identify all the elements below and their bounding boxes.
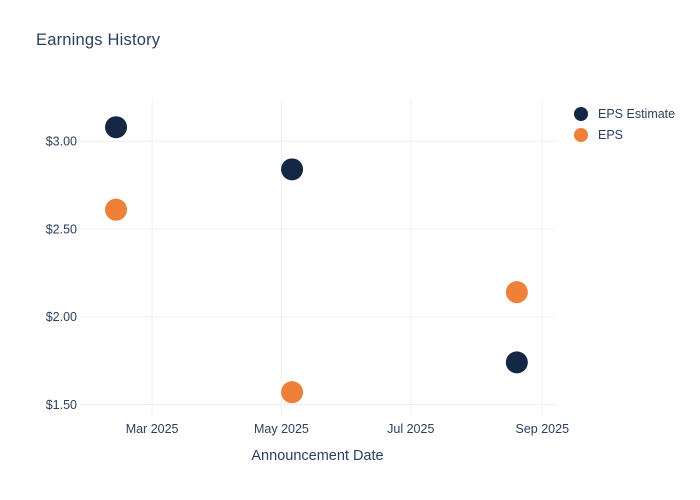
y-tick-label: $1.50	[46, 398, 77, 412]
legend-label-eps: EPS	[598, 127, 624, 142]
data-point-eps-estimate[interactable]	[505, 351, 528, 374]
x-tick-label: Sep 2025	[516, 422, 570, 436]
x-tick-label: Mar 2025	[126, 422, 179, 436]
x-tick-label: May 2025	[254, 422, 309, 436]
data-point-eps-estimate[interactable]	[281, 158, 304, 181]
data-point-eps[interactable]	[505, 281, 528, 304]
y-tick-label: $2.50	[46, 222, 77, 236]
legend: EPS Estimate EPS	[574, 104, 675, 145]
data-point-eps[interactable]	[281, 381, 304, 404]
eps-marker-icon	[574, 127, 588, 142]
y-tick-label: $2.00	[46, 310, 77, 324]
chart-title: Earnings History	[36, 31, 161, 49]
x-tick-label: Jul 2025	[387, 422, 434, 436]
y-tick-label: $3.00	[46, 135, 77, 149]
eps-estimate-marker-icon	[574, 107, 588, 122]
legend-item-eps-estimate[interactable]: EPS Estimate	[574, 104, 675, 125]
x-axis-title: Announcement Date	[251, 448, 384, 464]
legend-item-eps[interactable]: EPS	[574, 125, 675, 146]
data-point-eps[interactable]	[105, 198, 128, 221]
data-point-eps-estimate[interactable]	[105, 116, 128, 139]
legend-label-eps-estimate: EPS Estimate	[598, 107, 676, 122]
